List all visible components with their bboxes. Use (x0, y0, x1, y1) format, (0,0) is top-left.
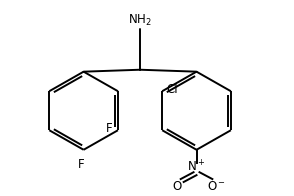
Text: Cl: Cl (166, 83, 178, 96)
Text: F: F (106, 122, 113, 135)
Text: O$^-$: O$^-$ (207, 180, 226, 193)
Text: O: O (172, 180, 181, 193)
Text: N$^+$: N$^+$ (187, 160, 206, 175)
Text: F: F (78, 158, 85, 171)
Text: NH$_2$: NH$_2$ (128, 13, 152, 28)
